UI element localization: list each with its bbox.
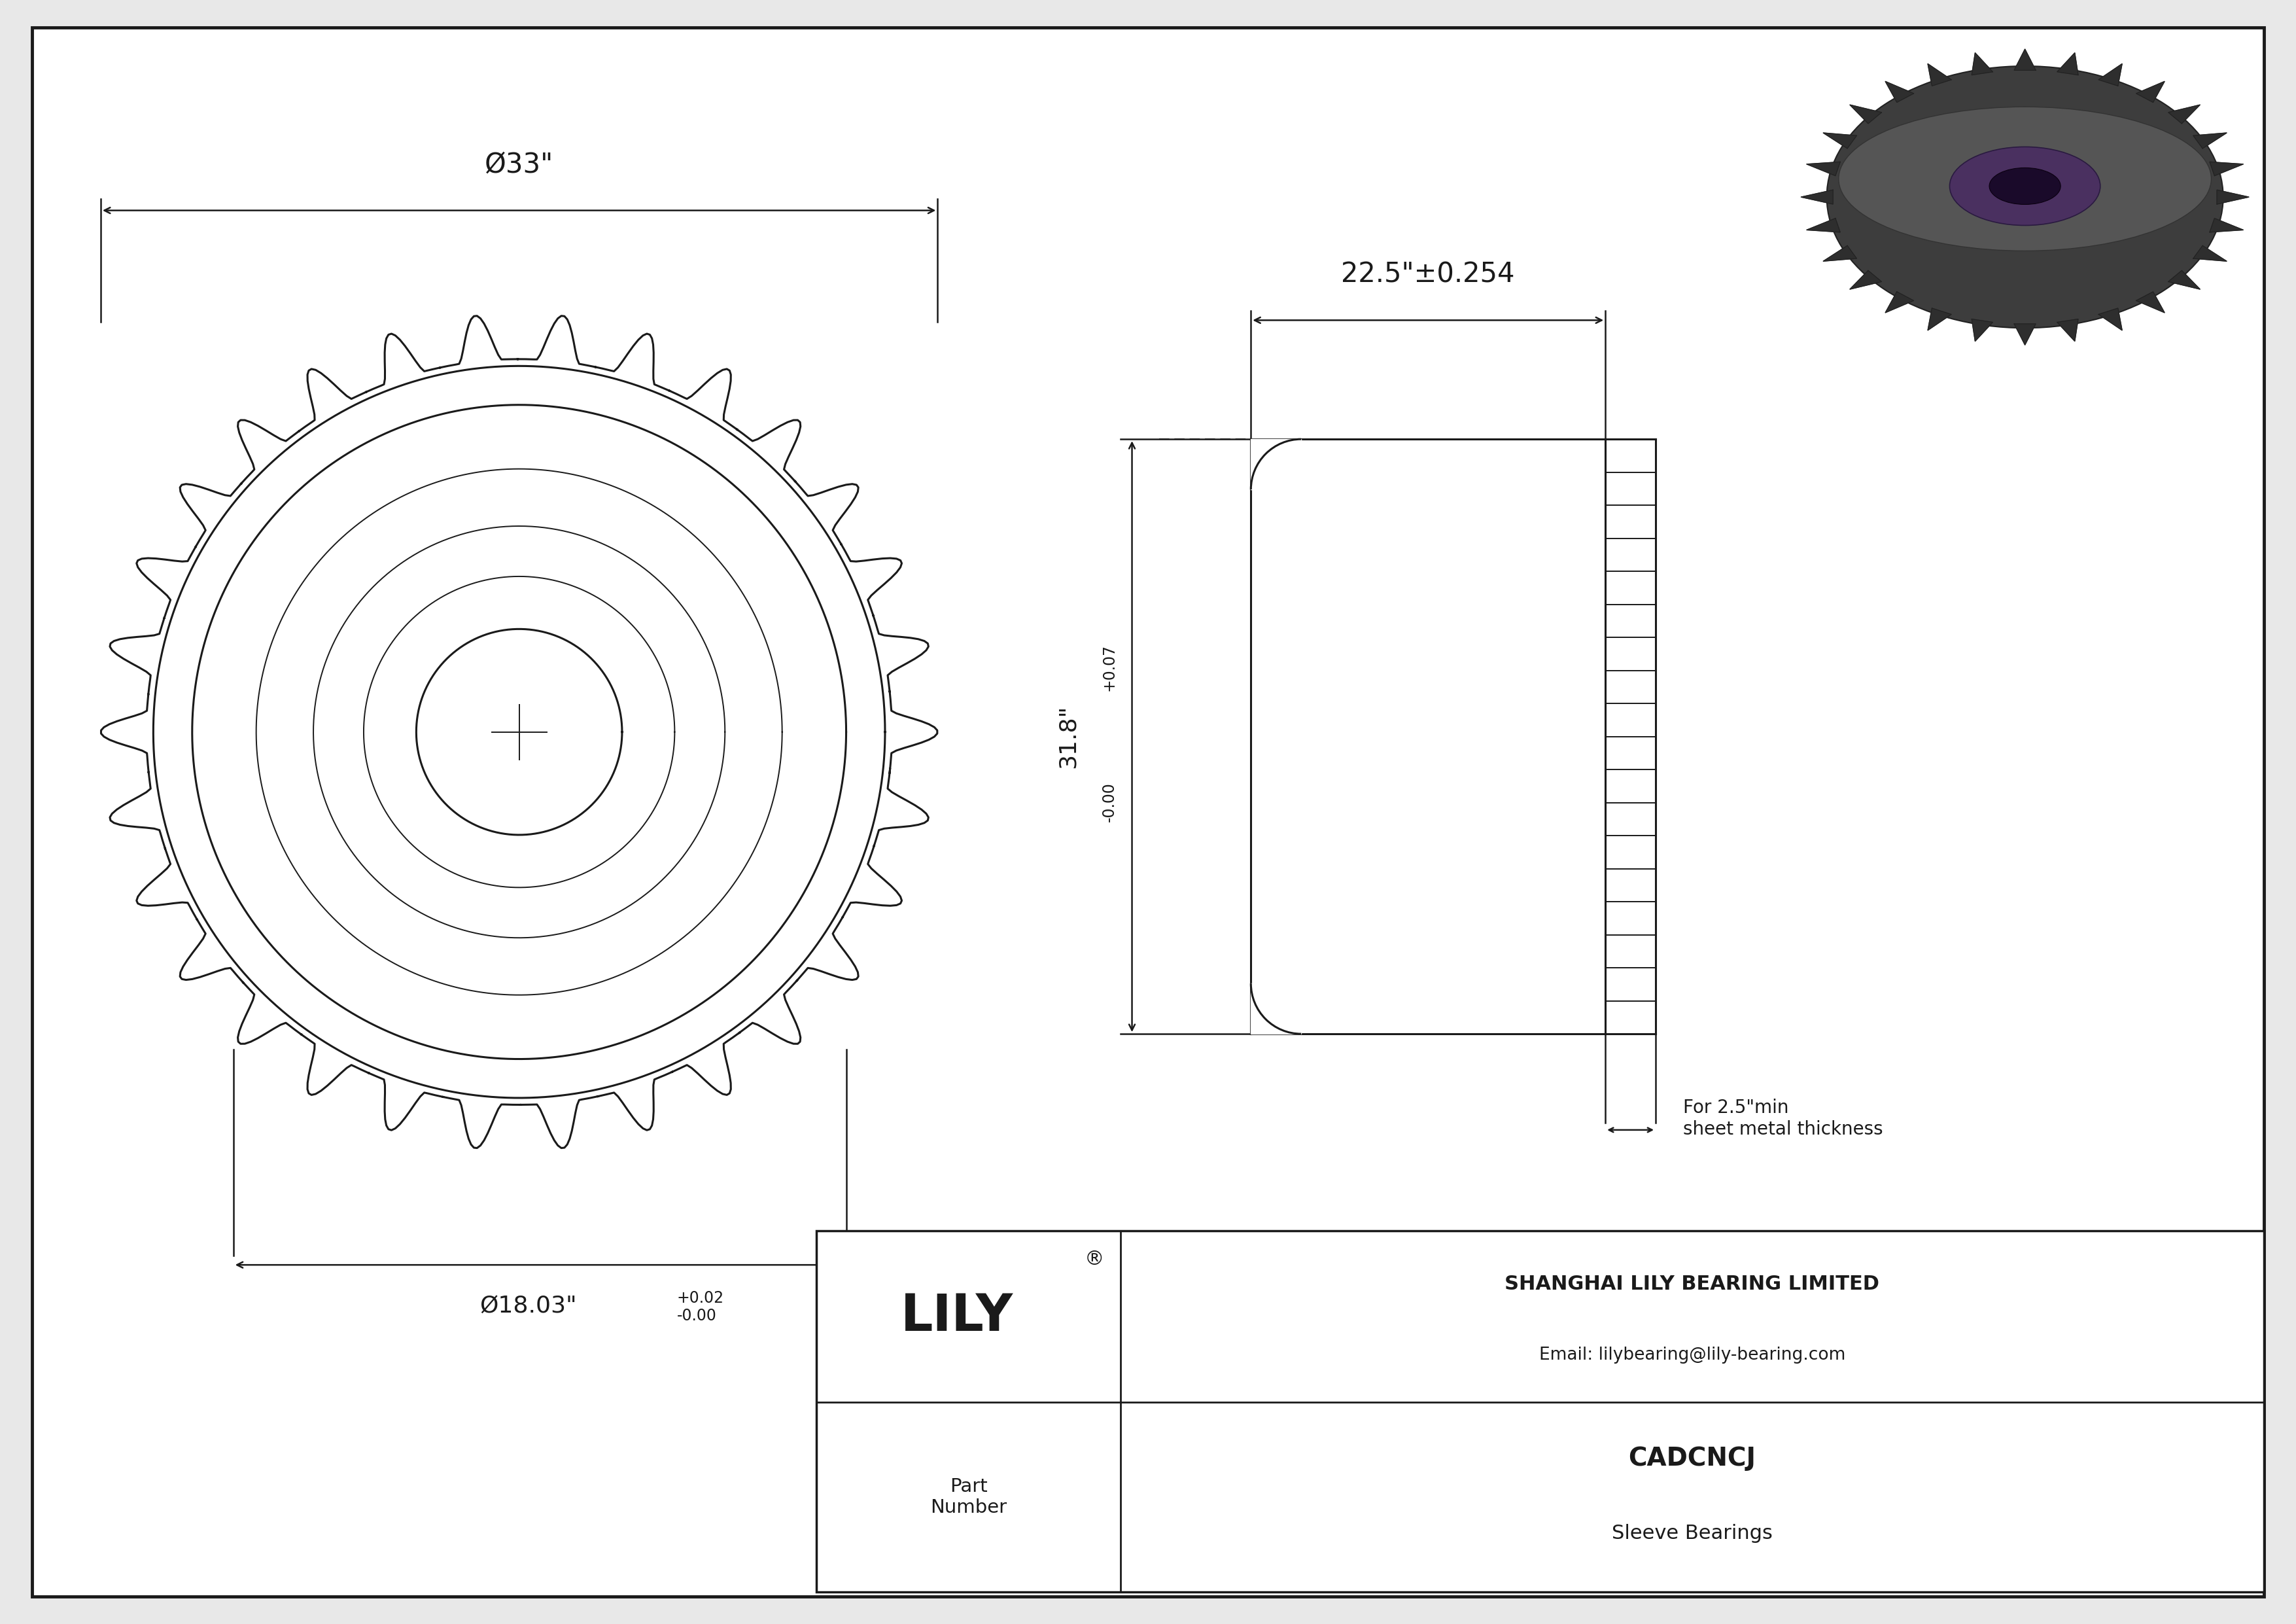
- Text: SHANGHAI LILY BEARING LIMITED: SHANGHAI LILY BEARING LIMITED: [1504, 1275, 1880, 1294]
- Polygon shape: [1885, 292, 1913, 313]
- Polygon shape: [1800, 190, 1832, 205]
- Polygon shape: [2057, 54, 2078, 75]
- Polygon shape: [1823, 133, 1857, 148]
- Polygon shape: [2193, 133, 2227, 148]
- Polygon shape: [2167, 106, 2200, 123]
- Text: +0.02
-0.00: +0.02 -0.00: [677, 1289, 723, 1324]
- Polygon shape: [1807, 218, 1839, 232]
- Text: Part
Number: Part Number: [930, 1478, 1008, 1517]
- Polygon shape: [1885, 81, 1913, 102]
- Polygon shape: [2099, 309, 2122, 330]
- Ellipse shape: [1949, 146, 2101, 226]
- Polygon shape: [2218, 190, 2248, 205]
- Text: Ø33": Ø33": [484, 151, 553, 179]
- Text: ®: ®: [1084, 1250, 1104, 1268]
- Polygon shape: [2014, 323, 2037, 344]
- Polygon shape: [1851, 271, 1883, 289]
- Text: +0.07: +0.07: [1102, 643, 1116, 690]
- Text: CADCNCJ: CADCNCJ: [1628, 1445, 1756, 1471]
- Polygon shape: [1823, 245, 1857, 261]
- Ellipse shape: [1839, 107, 2211, 250]
- Polygon shape: [1929, 63, 1952, 86]
- Text: For 2.5"min
sheet metal thickness: For 2.5"min sheet metal thickness: [1683, 1099, 1883, 1138]
- Text: 22.5"±0.254: 22.5"±0.254: [1341, 261, 1515, 287]
- Polygon shape: [1972, 54, 1993, 75]
- Ellipse shape: [1828, 67, 2223, 328]
- Text: LILY: LILY: [900, 1291, 1013, 1341]
- Polygon shape: [2135, 81, 2165, 102]
- Text: -0.00: -0.00: [1102, 783, 1116, 822]
- Polygon shape: [2014, 49, 2037, 70]
- Polygon shape: [2135, 292, 2165, 313]
- Polygon shape: [2209, 218, 2243, 232]
- Text: 31.8": 31.8": [1056, 705, 1079, 768]
- Polygon shape: [1929, 309, 1952, 330]
- Polygon shape: [1851, 106, 1883, 123]
- Polygon shape: [1807, 162, 1839, 175]
- Polygon shape: [1972, 318, 1993, 341]
- Polygon shape: [2209, 162, 2243, 175]
- Bar: [1800, 29, 2250, 393]
- Bar: [1251, 984, 1302, 1034]
- Ellipse shape: [1988, 167, 2060, 205]
- Polygon shape: [2099, 63, 2122, 86]
- Text: Ø18.03": Ø18.03": [480, 1294, 576, 1317]
- Bar: [817, 1231, 2264, 1592]
- Polygon shape: [2167, 271, 2200, 289]
- Bar: [1251, 438, 1302, 489]
- Text: Sleeve Bearings: Sleeve Bearings: [1612, 1525, 1773, 1543]
- Polygon shape: [2193, 245, 2227, 261]
- Text: Email: lilybearing@lily-bearing.com: Email: lilybearing@lily-bearing.com: [1538, 1346, 1846, 1364]
- Polygon shape: [2057, 318, 2078, 341]
